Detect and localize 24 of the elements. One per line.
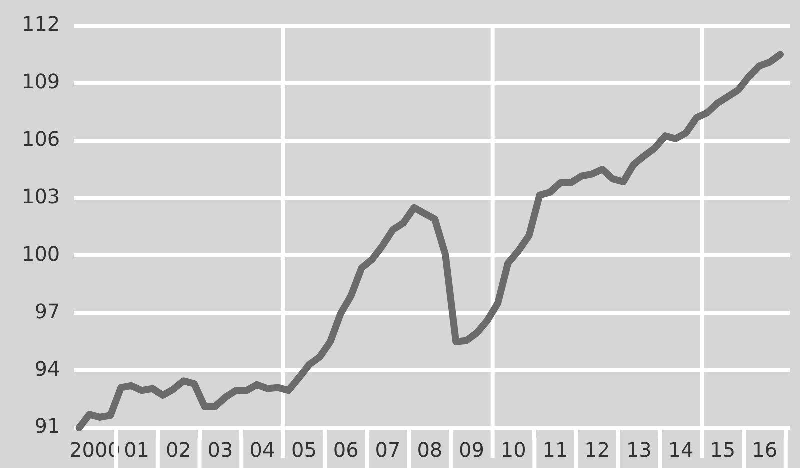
x-tick-label: 04 — [250, 438, 276, 462]
x-tick-label: 03 — [208, 438, 234, 462]
x-tick-label: 06 — [333, 438, 359, 462]
y-tick-label: 109 — [22, 70, 60, 94]
y-tick-label: 103 — [22, 184, 60, 208]
y-tick-label: 91 — [34, 414, 60, 438]
y-tick-label: 97 — [34, 299, 60, 324]
y-tick-label: 100 — [22, 242, 60, 266]
x-tick-label: 05 — [292, 438, 317, 462]
x-tick-label: 15 — [710, 438, 736, 462]
x-tick-label: 11 — [542, 438, 568, 462]
x-tick-label: 13 — [626, 438, 652, 462]
y-tick-label: 106 — [22, 127, 60, 152]
x-tick-label: 08 — [417, 438, 443, 462]
x-tick-label: 02 — [166, 438, 192, 462]
y-tick-label: 112 — [22, 12, 60, 36]
x-tick-label: 12 — [584, 438, 610, 462]
x-tick-label: 07 — [375, 438, 401, 462]
x-tick-label: 09 — [458, 438, 484, 462]
x-tick-label: 16 — [752, 438, 778, 462]
y-tick-label: 94 — [34, 356, 60, 381]
x-tick-label: 10 — [500, 438, 526, 462]
x-tick-label: 14 — [668, 438, 694, 462]
x-tick-label: 01 — [124, 438, 150, 462]
